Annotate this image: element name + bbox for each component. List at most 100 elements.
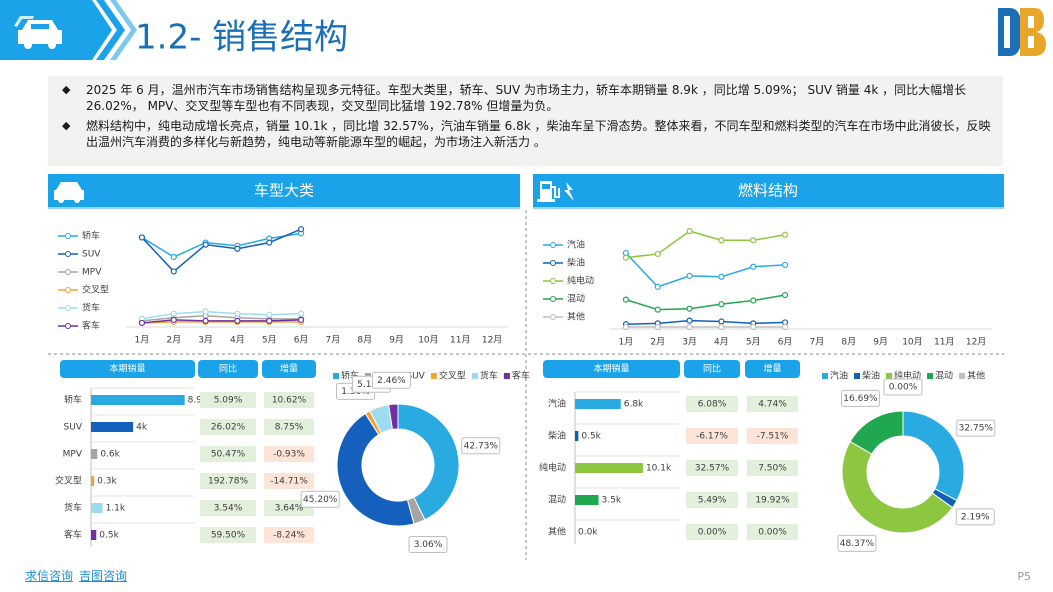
point (170, 268, 177, 275)
x-tick-label: 4月 (230, 335, 245, 346)
series-line (141, 314, 302, 322)
legend-marker (65, 251, 71, 257)
row-label: 交叉型 (55, 475, 82, 487)
pump-window (542, 184, 550, 189)
column-header (543, 360, 680, 378)
point (138, 234, 146, 241)
data-label-box (300, 490, 340, 508)
point (654, 283, 661, 290)
point (750, 237, 757, 244)
point (781, 231, 789, 238)
bar (91, 422, 134, 432)
x-tick-label: 3月 (682, 337, 697, 348)
cell-label: -8.24% (273, 531, 305, 541)
data-label: 32.75% (959, 424, 994, 434)
cell-label: 0.00% (698, 528, 727, 538)
legend-swatch (503, 373, 510, 379)
legend-label: 柴油 (567, 257, 585, 269)
data-label-box (837, 534, 877, 552)
legend-label: 柴油 (862, 370, 880, 382)
cell (747, 460, 798, 476)
point (654, 306, 661, 313)
data-label: 16.69% (843, 394, 878, 404)
donut-slice (388, 403, 399, 430)
bar (91, 476, 95, 486)
series-line (141, 310, 302, 320)
data-label: 2.46% (377, 376, 406, 386)
point (750, 297, 757, 304)
point (622, 296, 630, 303)
data-label: 2.19% (961, 512, 990, 522)
donut-slice (841, 440, 954, 534)
point (686, 305, 693, 312)
x-tick-label: 7月 (810, 337, 825, 348)
point (718, 318, 725, 325)
footer-link[interactable]: 求信咨询 (25, 569, 74, 583)
column-header-label: 同比 (703, 363, 721, 375)
x-tick-label: 8月 (841, 337, 856, 348)
x-tick-label: 11月 (934, 337, 954, 348)
row-label: 货车 (64, 502, 82, 514)
footer: 求信咨询 吉图咨询 (25, 567, 133, 584)
column-header (198, 360, 258, 378)
x-tick-label: 12月 (482, 335, 502, 346)
row-label: MPV (63, 450, 83, 460)
cell-label: 10.62% (272, 396, 307, 406)
data-label: 0.00% (889, 383, 918, 393)
legend-swatch (430, 373, 437, 379)
column-header-label: 增量 (280, 363, 298, 375)
column-header (262, 360, 316, 378)
point (718, 273, 725, 280)
column-header (60, 360, 195, 378)
bar (575, 495, 599, 505)
series-line (141, 232, 302, 258)
x-tick-label: 2月 (166, 335, 181, 346)
cell (264, 473, 314, 489)
point (718, 237, 725, 244)
bar (575, 463, 643, 473)
cell (200, 419, 256, 435)
header-chevron (110, 0, 137, 60)
point (202, 317, 209, 324)
cell-label: 59.50% (211, 531, 246, 541)
legend-label: 纯电动 (567, 275, 594, 287)
x-tick-label: 7月 (326, 335, 341, 346)
data-label-box (883, 378, 923, 396)
footer-link[interactable]: 吉图咨询 (79, 569, 128, 583)
legend-label: 汽油 (567, 239, 585, 251)
data-label-box (461, 437, 501, 455)
legend-marker (65, 287, 71, 293)
cell-label: 19.92% (755, 496, 790, 506)
point (170, 310, 177, 317)
bar-value-label: 0.6k (100, 450, 120, 460)
cell (200, 527, 256, 543)
data-label: 48.37% (840, 539, 875, 549)
point (234, 310, 241, 317)
section-title: 车型大类 (254, 182, 314, 200)
bar-value-label: 0.3k (97, 477, 117, 487)
legend-label: 混动 (567, 294, 585, 305)
cell (747, 396, 798, 412)
summary-text: 2025 年 6 月，温州市汽车市场销售结构呈现多元特征。车型大类里，轿车、SU… (86, 83, 967, 113)
legend-marker (65, 269, 71, 275)
donut-slice (397, 403, 460, 521)
legend-marker (65, 323, 71, 329)
legend-label: MPV (82, 268, 102, 278)
row-label: 柴油 (548, 430, 566, 442)
series-line (141, 321, 302, 324)
legend-label: 其他 (967, 370, 985, 382)
point (202, 241, 209, 248)
legend-label: 混动 (935, 371, 953, 382)
x-tick-label: 6月 (778, 337, 793, 348)
legend-label: 轿车 (82, 230, 100, 242)
series-line (625, 319, 786, 326)
row-label: 汽油 (548, 398, 566, 410)
data-label: 3.06% (414, 540, 443, 550)
legend-marker (65, 305, 71, 311)
donut-slice (336, 412, 415, 527)
cell (200, 473, 256, 489)
row-label: 其他 (548, 526, 566, 538)
bar-value-label: 4k (136, 423, 148, 433)
legend-label: 客车 (512, 370, 530, 382)
data-label-box (840, 389, 880, 407)
